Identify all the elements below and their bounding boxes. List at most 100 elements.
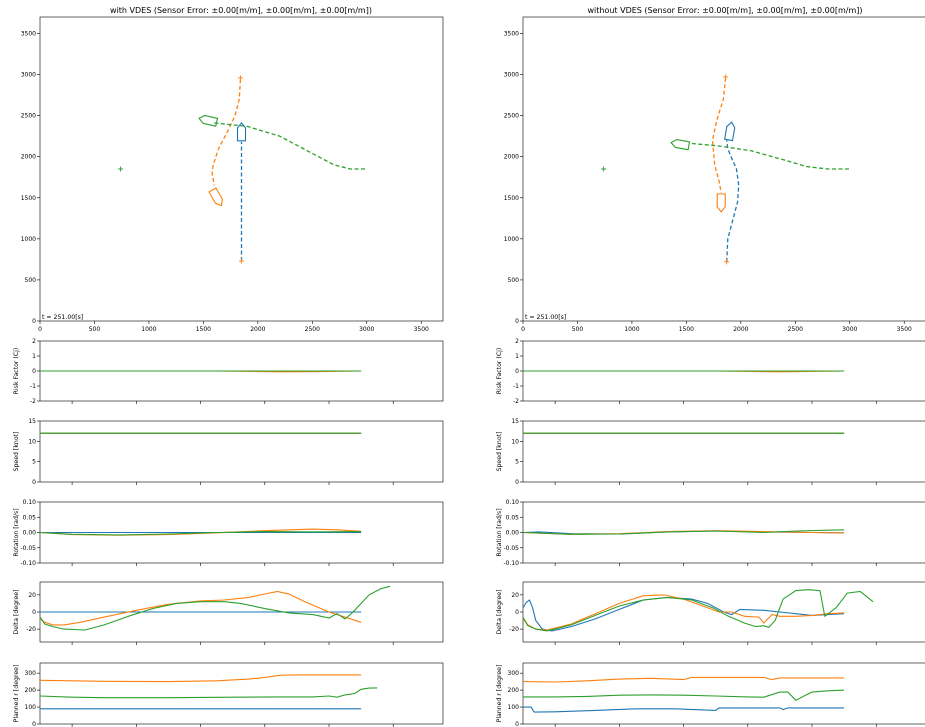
planned-without-panel: 0 100 200 300 Planned r [degree] — [496, 662, 925, 727]
y-tick-label: 0.10 — [506, 499, 520, 506]
speed-with-panel: 0 5 10 15 Speed [knot] — [13, 418, 444, 486]
risk-with-panel: -2 -1 0 1 2 Risk Factor (Cj) — [13, 338, 444, 405]
x-tick-label: 1500 — [679, 326, 694, 333]
y-tick-label: 1000 — [504, 236, 519, 243]
y-tick-label: 100 — [25, 704, 37, 711]
series-line-0 — [523, 706, 845, 713]
y-tick-label: -2 — [30, 398, 36, 405]
series-line-1 — [522, 676, 845, 683]
planned-with-panel: 0 100 200 300 Planned r [degree] — [13, 662, 444, 727]
y-tick-label: 1500 — [21, 195, 36, 202]
series-line-1 — [522, 594, 845, 631]
y-tick-label: 3500 — [21, 30, 36, 37]
y-tick-label: 300 — [508, 670, 520, 677]
y-tick-label: 0.05 — [506, 514, 520, 521]
ship-outline-0 — [723, 121, 736, 142]
plot-frame — [39, 16, 444, 322]
y-tick-label: 20 — [28, 592, 36, 599]
y-tick-label: 2 — [32, 338, 36, 345]
trajectory-panel-0: 0 500 1000 1500 2000 2500 3000 3500 0 500 1000 1500… — [21, 16, 444, 333]
y-tick-label: 2 — [515, 338, 519, 345]
y-tick-label: 1500 — [504, 195, 519, 202]
y-tick-label: 3000 — [21, 72, 36, 79]
time-label: t = 251.00[s] — [42, 314, 83, 321]
y-tick-label: 0 — [515, 318, 519, 325]
right-title: without VDES (Sensor Error: ±0.00[m/m], … — [587, 6, 862, 15]
x-tick-label: 1000 — [624, 326, 639, 333]
ship-outline-1 — [716, 193, 726, 213]
y-axis-label: Planned r [degree] — [13, 665, 20, 723]
y-tick-label: 15 — [511, 418, 519, 425]
series-line-2 — [522, 589, 874, 632]
x-tick-label: 1000 — [141, 326, 156, 333]
waypoint-marker-0 — [118, 166, 124, 172]
y-axis-label: Planned r [degree] — [496, 665, 503, 723]
plot-frame — [39, 662, 444, 725]
y-tick-label: 200 — [25, 687, 37, 694]
trajectory-line-2 — [214, 122, 367, 170]
y-tick-label: 1 — [32, 353, 36, 360]
x-tick-label: 3500 — [414, 326, 429, 333]
y-tick-label: 20 — [511, 592, 519, 599]
series-line-0 — [522, 596, 845, 632]
ship-outline-2 — [198, 114, 219, 127]
y-tick-label: 0 — [32, 609, 36, 616]
y-tick-label: 10 — [28, 438, 36, 445]
y-tick-label: -1 — [30, 383, 36, 390]
plot-frame — [522, 501, 925, 564]
series-line-1 — [39, 674, 362, 683]
y-tick-label: 3500 — [504, 30, 519, 37]
delta-without-panel: -20 0 20 Delta [degree] — [496, 581, 925, 645]
y-tick-label: 0.00 — [506, 530, 520, 537]
waypoint-marker-1 — [723, 74, 729, 80]
trajectory-line-2 — [691, 142, 850, 170]
y-tick-label: -0.05 — [503, 545, 519, 552]
y-tick-label: 500 — [508, 277, 520, 284]
y-tick-label: 100 — [508, 704, 520, 711]
ship-outline-2 — [670, 138, 691, 151]
y-tick-label: 0.05 — [23, 514, 37, 521]
x-tick-label: 0 — [521, 326, 525, 333]
y-tick-label: 300 — [25, 670, 37, 677]
series-line-2 — [39, 585, 391, 631]
time-label: t = 251.00[s] — [525, 314, 566, 321]
x-tick-label: 2500 — [788, 326, 803, 333]
speed-without-panel: 0 5 10 15 Speed [knot] — [496, 418, 925, 486]
y-tick-label: -20 — [26, 626, 36, 633]
plot-frame — [522, 16, 925, 322]
y-axis-label: Speed [knot] — [13, 432, 20, 472]
risk-without-panel: -2 -1 0 1 2 Risk Factor (Cj) — [496, 338, 925, 405]
plot-frame — [522, 662, 925, 725]
y-tick-label: 2500 — [21, 113, 36, 120]
y-axis-label: Risk Factor (Cj) — [13, 348, 20, 395]
y-axis-label: Delta [degree] — [13, 590, 20, 635]
x-tick-label: 0 — [38, 326, 42, 333]
ship-outline-0 — [236, 121, 247, 142]
y-tick-label: 500 — [25, 277, 37, 284]
y-tick-label: -1 — [513, 383, 519, 390]
y-tick-label: 0 — [515, 609, 519, 616]
y-tick-label: 10 — [511, 438, 519, 445]
series-line-1 — [39, 590, 362, 626]
series-line-2 — [522, 529, 845, 535]
y-tick-label: 2500 — [504, 113, 519, 120]
x-tick-label: 3500 — [897, 326, 912, 333]
plot-frame — [522, 420, 925, 483]
series-line-2 — [523, 689, 845, 701]
y-axis-label: Speed [knot] — [496, 432, 503, 472]
x-tick-label: 3000 — [359, 326, 374, 333]
y-axis-label: Risk Factor (Cj) — [496, 348, 503, 395]
delta-with-panel: -20 0 20 Delta [degree] — [13, 581, 444, 645]
plot-frame — [39, 420, 444, 483]
y-tick-label: 0.00 — [23, 530, 37, 537]
y-tick-label: 0 — [32, 721, 36, 727]
y-tick-label: 0 — [515, 479, 519, 486]
y-tick-label: 2000 — [21, 154, 36, 161]
y-tick-label: -0.10 — [503, 560, 519, 567]
y-tick-label: 0 — [32, 479, 36, 486]
trajectory-line-0 — [726, 140, 740, 262]
y-tick-label: 3000 — [504, 72, 519, 79]
